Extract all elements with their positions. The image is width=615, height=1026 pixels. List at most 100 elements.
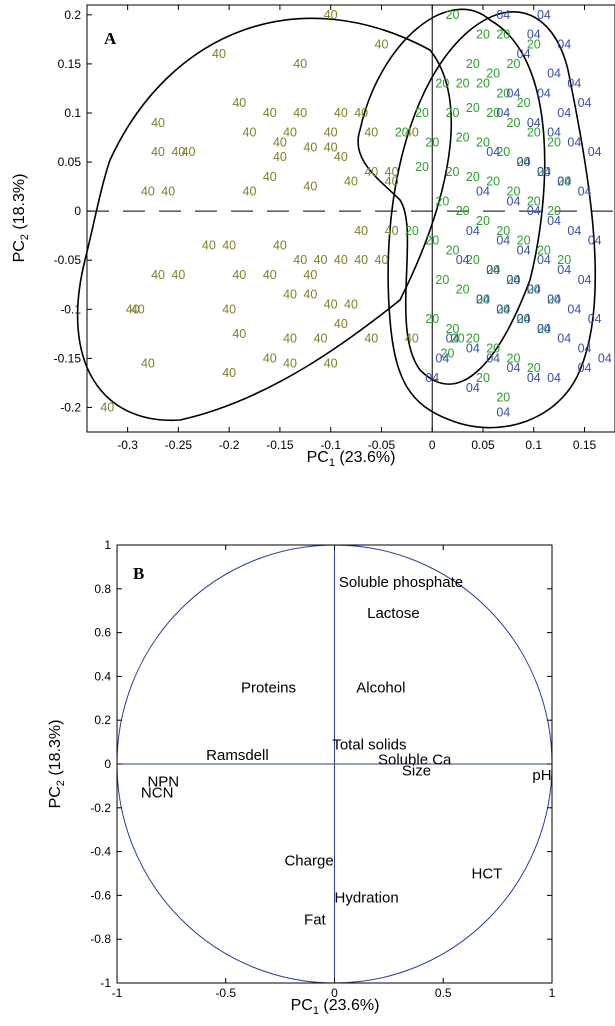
point-04: 04 [496,302,510,316]
point-20: 20 [496,27,510,41]
y-tick-label: 0.15 [58,57,82,71]
point-40: 40 [385,165,399,179]
y-tick-label: 0.8 [94,582,111,596]
point-20: 20 [537,322,551,336]
variable-label: Charge [284,852,333,869]
y-axis-label: PC2 (18.3%) [11,174,31,263]
point-20: 20 [425,135,439,149]
y-tick-label: 1 [104,538,111,552]
point-20: 20 [547,292,561,306]
point-20: 20 [517,96,531,110]
point-40: 40 [385,175,399,189]
point-20: 20 [547,135,561,149]
point-04: 04 [476,292,490,306]
x-tick-label: -0.2 [219,438,240,452]
x-tick-label: -0.25 [165,438,193,452]
point-04: 04 [496,234,510,248]
point-40: 40 [334,106,348,120]
point-04: 04 [547,371,561,385]
variable-label: Alcohol [356,679,405,696]
point-20: 20 [496,86,510,100]
point-40: 40 [405,126,419,140]
point-04: 04 [507,361,521,375]
variable-label: HCT [472,866,503,883]
cluster-outline-20 [357,8,546,385]
point-40: 40 [232,327,246,341]
point-20: 20 [456,131,470,145]
point-04: 04 [578,361,592,375]
point-20: 20 [435,273,449,287]
variable-label: Size [402,763,431,780]
point-40: 40 [243,126,257,140]
point-20: 20 [496,145,510,159]
y-tick-label: 0.6 [94,626,111,640]
point-04: 04 [527,371,541,385]
point-20: 20 [476,292,490,306]
point-40: 40 [344,175,358,189]
cluster-outline-40 [76,17,453,421]
point-20: 20 [527,194,541,208]
point-04: 04 [588,145,602,159]
point-04: 04 [507,86,521,100]
plot-frame-a [86,4,615,433]
point-20: 20 [486,106,500,120]
point-20: 20 [537,243,551,257]
point-20: 20 [527,283,541,297]
point-40: 40 [364,126,378,140]
point-04: 04 [435,351,449,365]
point-20: 20 [446,106,460,120]
point-40: 40 [303,180,317,194]
point-04: 04 [425,371,439,385]
point-04: 04 [537,253,551,267]
point-04: 04 [567,224,581,238]
y-tick-label: 0 [104,757,111,771]
point-04: 04 [598,351,612,365]
point-20: 20 [405,224,419,238]
point-04: 04 [588,234,602,248]
x-tick-label: -0.5 [215,986,236,1000]
x-tick-label: -0.15 [266,438,294,452]
point-20: 20 [486,263,500,277]
point-20: 20 [435,194,449,208]
point-20: 20 [435,77,449,91]
y-tick-label: 0.05 [58,155,82,169]
point-40: 40 [273,150,287,164]
point-04: 04 [537,165,551,179]
x-tick-label: 0 [429,438,436,452]
point-20: 20 [425,234,439,248]
cluster-outline-04 [387,11,597,429]
point-20: 20 [446,243,460,257]
point-20: 20 [451,332,465,346]
point-20: 20 [446,322,460,336]
point-40: 40 [324,356,338,370]
point-04: 04 [527,116,541,130]
point-20: 20 [557,253,571,267]
point-20: 20 [496,391,510,405]
point-04: 04 [517,155,531,169]
y-tick-label: -0.2 [60,400,81,414]
variable-label: Total solids [332,736,406,753]
point-20: 20 [486,175,500,189]
point-40: 40 [354,106,368,120]
point-20: 20 [527,37,541,51]
x-tick-label: 0.15 [573,438,597,452]
point-04: 04 [486,145,500,159]
point-20: 20 [537,165,551,179]
point-40: 40 [232,96,246,110]
point-04: 04 [547,214,561,228]
point-20: 20 [507,57,521,71]
variable-label: pH [532,767,551,784]
variable-label: Proteins [241,679,296,696]
point-40: 40 [385,224,399,238]
point-04: 04 [496,106,510,120]
point-20: 20 [496,224,510,238]
point-04: 04 [578,185,592,199]
point-20: 20 [507,351,521,365]
point-04: 04 [578,273,592,287]
point-40: 40 [182,145,196,159]
point-20: 20 [527,361,541,375]
y-tick-label: -0.4 [90,845,111,859]
panel-label-b: B [133,564,144,583]
point-04: 04 [456,253,470,267]
